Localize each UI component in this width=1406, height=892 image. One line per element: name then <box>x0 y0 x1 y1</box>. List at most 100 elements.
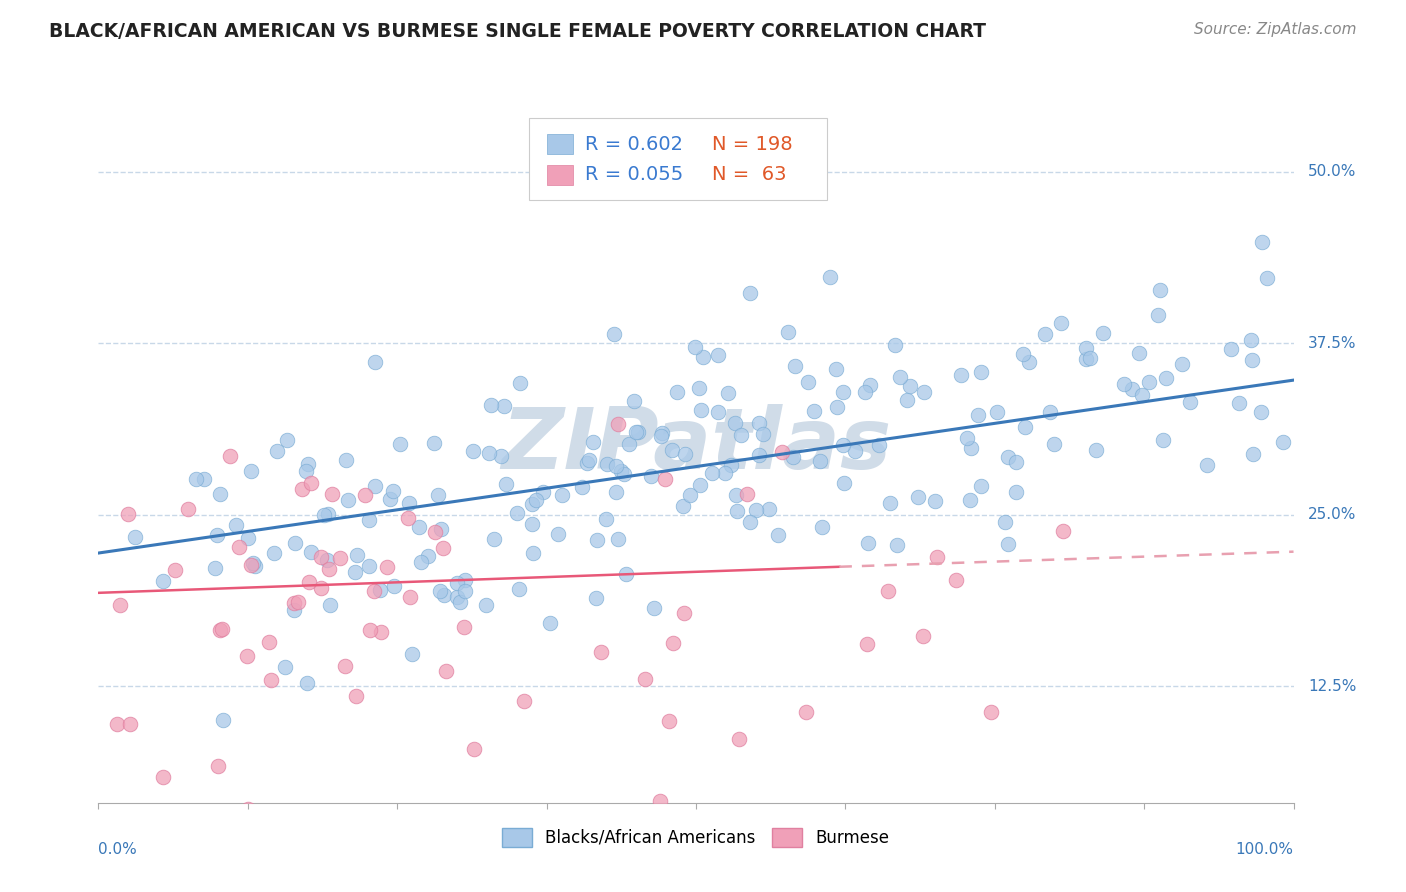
Point <box>375 560 398 574</box>
Text: R = 0.602: R = 0.602 <box>585 135 683 153</box>
Point <box>730 428 752 442</box>
Point <box>1130 388 1153 402</box>
Point <box>744 502 766 516</box>
Point <box>911 630 934 644</box>
Point <box>672 499 695 513</box>
Point <box>1147 308 1170 322</box>
Point <box>956 431 979 445</box>
Point <box>614 566 637 581</box>
Point <box>1092 326 1115 341</box>
Point <box>364 479 387 493</box>
Point <box>672 606 695 620</box>
Point <box>1171 357 1194 371</box>
Point <box>291 482 314 496</box>
Point <box>333 659 356 673</box>
Point <box>508 582 530 596</box>
Point <box>108 599 131 613</box>
Point <box>314 508 336 522</box>
Point <box>344 690 367 704</box>
Point <box>648 794 671 808</box>
Point <box>825 400 848 414</box>
Point <box>658 714 681 729</box>
Point <box>683 340 706 354</box>
Point <box>318 562 340 576</box>
Point <box>1114 376 1136 391</box>
Point <box>357 559 380 574</box>
Point <box>748 448 770 462</box>
Point <box>316 507 339 521</box>
Point <box>970 479 993 493</box>
Point <box>284 536 307 550</box>
Point <box>124 530 146 544</box>
Point <box>585 591 607 605</box>
Point <box>329 551 352 566</box>
Point <box>416 549 439 563</box>
Point <box>748 417 770 431</box>
Text: 12.5%: 12.5% <box>1308 679 1357 694</box>
Point <box>898 378 921 392</box>
Point <box>1220 342 1243 356</box>
Point <box>370 625 392 640</box>
Point <box>1038 405 1060 419</box>
Point <box>679 488 702 502</box>
Point <box>283 809 305 823</box>
Point <box>236 531 259 545</box>
Point <box>853 385 876 400</box>
Point <box>321 486 343 500</box>
Point <box>654 472 676 486</box>
Point <box>856 637 879 651</box>
Point <box>335 453 357 467</box>
Point <box>1137 375 1160 389</box>
Point <box>225 517 247 532</box>
Point <box>740 285 762 300</box>
Point <box>595 512 617 526</box>
Legend: Blacks/African Americans, Burmese: Blacks/African Americans, Burmese <box>494 819 898 855</box>
Point <box>912 385 935 400</box>
Point <box>623 393 645 408</box>
Point <box>776 325 799 339</box>
Point <box>207 759 229 773</box>
Point <box>208 624 231 638</box>
Point <box>782 450 804 465</box>
Point <box>1049 316 1071 330</box>
Point <box>363 354 385 368</box>
Text: 100.0%: 100.0% <box>1236 842 1294 857</box>
Point <box>738 515 761 529</box>
Point <box>408 520 430 534</box>
Point <box>551 488 574 502</box>
Text: N = 198: N = 198 <box>711 135 792 153</box>
Point <box>283 596 305 610</box>
Point <box>411 555 433 569</box>
Point <box>513 694 536 708</box>
Point <box>886 538 908 552</box>
Point <box>1241 447 1264 461</box>
Point <box>479 398 502 412</box>
Point <box>844 444 866 458</box>
Point <box>297 457 319 471</box>
Text: N =  63: N = 63 <box>711 165 786 185</box>
Point <box>811 520 834 534</box>
Point <box>1149 283 1171 297</box>
Point <box>994 515 1017 529</box>
Point <box>717 386 740 401</box>
Point <box>626 425 648 440</box>
Point <box>824 362 846 376</box>
Point <box>423 524 446 539</box>
Point <box>274 660 297 674</box>
Point <box>359 513 381 527</box>
Point <box>309 809 332 823</box>
Point <box>299 475 322 490</box>
Point <box>596 457 619 471</box>
Point <box>725 488 748 502</box>
Point <box>368 582 391 597</box>
Bar <box>547 165 572 185</box>
Point <box>1154 370 1177 384</box>
Point <box>520 517 543 532</box>
Point <box>690 403 713 417</box>
Point <box>689 478 711 492</box>
Point <box>643 601 665 615</box>
Point <box>783 359 806 374</box>
Point <box>950 368 973 383</box>
Point <box>619 436 641 450</box>
Point <box>702 466 724 480</box>
